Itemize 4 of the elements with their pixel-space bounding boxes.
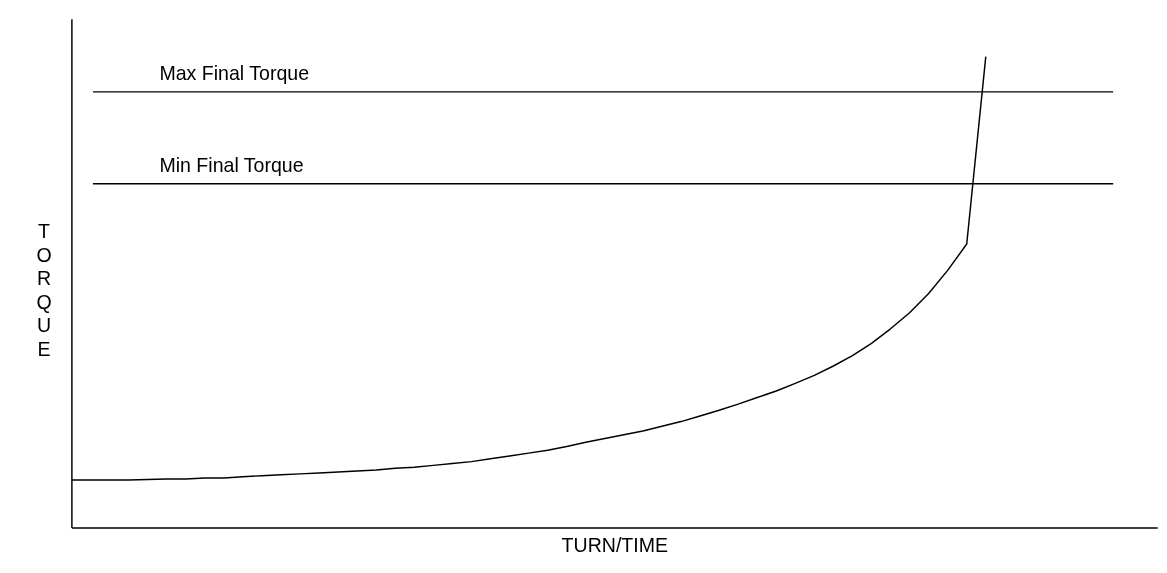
ref-line-label: Min Final Torque bbox=[159, 153, 304, 176]
ref-line-label: Max Final Torque bbox=[159, 62, 310, 85]
y-axis-title: TORQUE bbox=[36, 220, 52, 360]
x-axis-title: TURN/TIME bbox=[561, 533, 669, 556]
